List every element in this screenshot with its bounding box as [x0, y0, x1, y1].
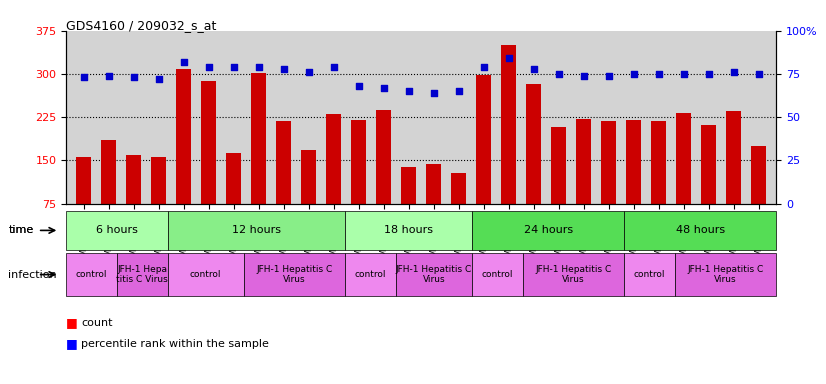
- Bar: [251, 73, 266, 247]
- Point: [752, 71, 766, 77]
- Point: [377, 84, 391, 91]
- Bar: [101, 140, 116, 247]
- Point: [577, 73, 591, 79]
- Bar: [676, 113, 691, 247]
- Text: JFH-1 Hepatitis C
Virus: JFH-1 Hepatitis C Virus: [396, 265, 472, 284]
- Point: [127, 74, 140, 81]
- Point: [302, 69, 316, 75]
- Bar: [351, 120, 366, 247]
- Text: control: control: [482, 270, 513, 279]
- Text: percentile rank within the sample: percentile rank within the sample: [81, 339, 268, 349]
- Bar: [752, 146, 767, 247]
- Bar: [301, 150, 316, 247]
- Text: count: count: [81, 318, 112, 328]
- Point: [152, 76, 165, 82]
- Point: [553, 71, 566, 77]
- Point: [102, 73, 115, 79]
- Bar: [701, 124, 716, 247]
- Text: time: time: [8, 225, 34, 235]
- Point: [227, 64, 240, 70]
- Bar: [326, 114, 341, 247]
- Point: [502, 55, 515, 61]
- Text: ■: ■: [66, 316, 78, 329]
- Point: [327, 64, 340, 70]
- Text: control: control: [76, 270, 107, 279]
- Point: [602, 73, 615, 79]
- Bar: [726, 111, 742, 247]
- Bar: [202, 81, 216, 247]
- Text: 48 hours: 48 hours: [676, 225, 725, 235]
- Text: control: control: [634, 270, 665, 279]
- Point: [352, 83, 365, 89]
- Bar: [601, 121, 616, 247]
- Text: 12 hours: 12 hours: [232, 225, 281, 235]
- Point: [477, 64, 491, 70]
- Bar: [151, 157, 166, 247]
- Text: JFH-1 Hepatitis C
Virus: JFH-1 Hepatitis C Virus: [687, 265, 764, 284]
- Point: [202, 64, 216, 70]
- Point: [653, 71, 666, 77]
- Point: [427, 90, 440, 96]
- Point: [702, 71, 715, 77]
- Text: infection: infection: [8, 270, 57, 280]
- Text: ■: ■: [66, 337, 78, 350]
- Bar: [501, 45, 516, 247]
- Bar: [226, 153, 241, 247]
- Bar: [426, 164, 441, 247]
- Bar: [401, 167, 416, 247]
- Point: [728, 69, 741, 75]
- Point: [452, 88, 465, 94]
- Point: [677, 71, 691, 77]
- Bar: [626, 120, 641, 247]
- Bar: [76, 157, 91, 247]
- Point: [277, 66, 290, 72]
- Bar: [577, 119, 591, 247]
- Text: JFH-1 Hepatitis C
Virus: JFH-1 Hepatitis C Virus: [535, 265, 611, 284]
- Text: control: control: [355, 270, 387, 279]
- Bar: [176, 70, 191, 247]
- Point: [627, 71, 640, 77]
- Bar: [451, 173, 467, 247]
- Point: [177, 59, 190, 65]
- Point: [77, 74, 90, 81]
- Text: 18 hours: 18 hours: [384, 225, 433, 235]
- Bar: [551, 127, 567, 247]
- Point: [252, 64, 265, 70]
- Text: time: time: [8, 225, 34, 235]
- Point: [402, 88, 415, 94]
- Point: [527, 66, 540, 72]
- Text: 6 hours: 6 hours: [96, 225, 138, 235]
- Text: 24 hours: 24 hours: [524, 225, 572, 235]
- Bar: [376, 109, 392, 247]
- Bar: [652, 121, 667, 247]
- Text: control: control: [190, 270, 221, 279]
- Bar: [526, 84, 541, 247]
- Bar: [276, 121, 292, 247]
- Text: JFH-1 Hepatitis C
Virus: JFH-1 Hepatitis C Virus: [256, 265, 333, 284]
- Text: GDS4160 / 209032_s_at: GDS4160 / 209032_s_at: [66, 19, 216, 32]
- Bar: [477, 75, 491, 247]
- Text: JFH-1 Hepa
titis C Virus: JFH-1 Hepa titis C Virus: [116, 265, 168, 284]
- Bar: [126, 155, 141, 247]
